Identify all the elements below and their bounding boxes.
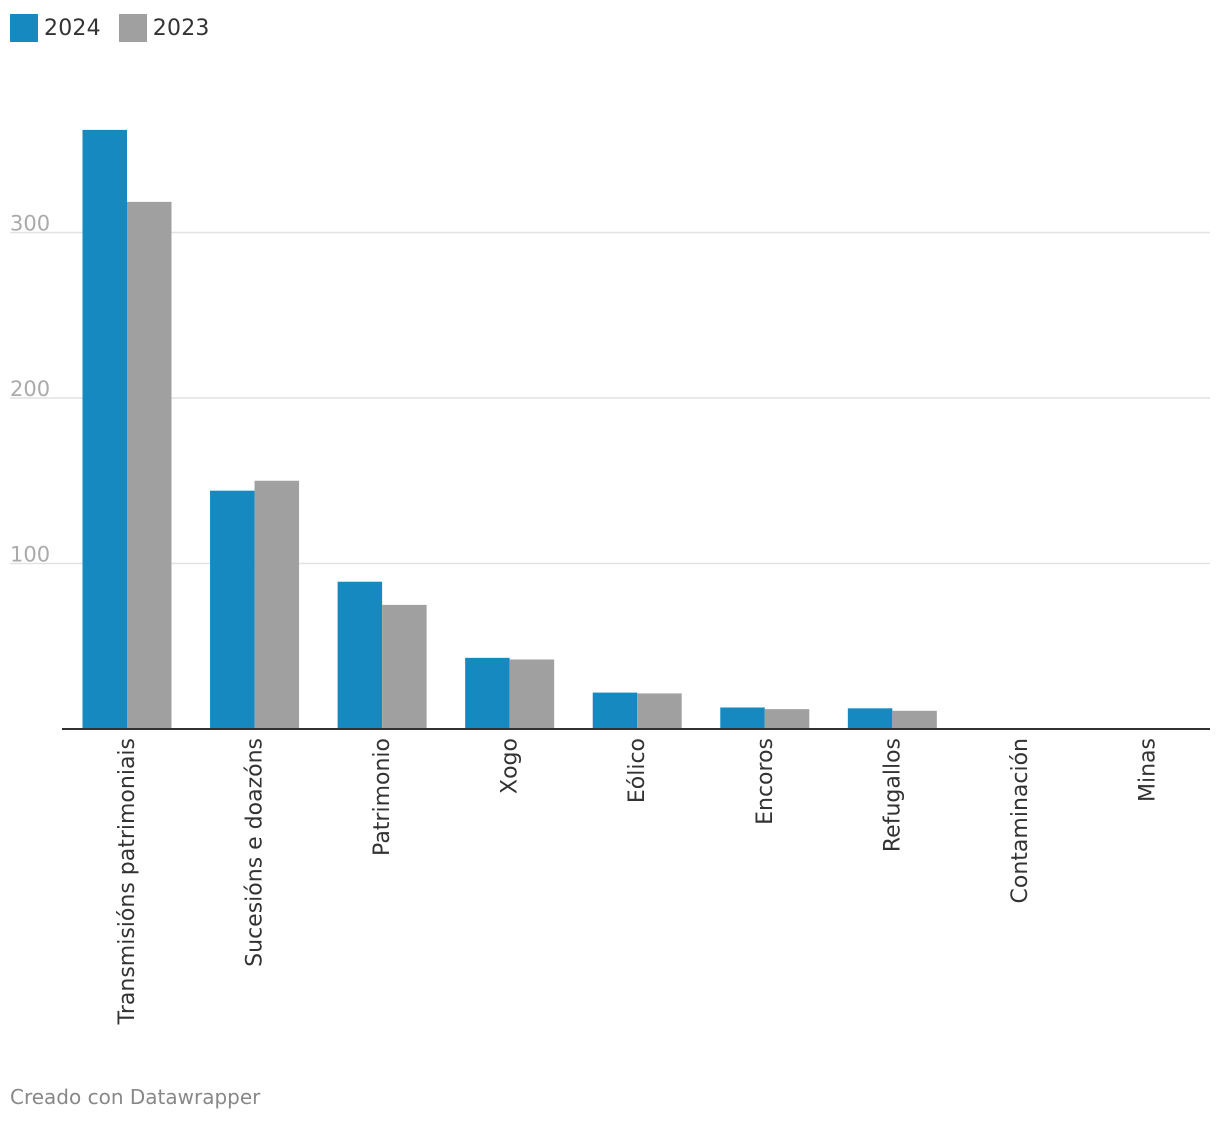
bar-2024-1 [210, 490, 255, 729]
bar-2023-6 [892, 710, 937, 729]
datawrapper-credit: Creado con Datawrapper [10, 1085, 261, 1109]
x-tick-label-1: Sucesións e doazóns [243, 738, 268, 967]
bar-2023-1 [254, 480, 300, 729]
x-tick-label-5: Encoros [753, 738, 778, 825]
bar-2024-4 [592, 692, 638, 729]
legend-label-2024: 2024 [44, 15, 101, 41]
bar-2024-5 [720, 707, 765, 729]
bar-2024-2 [337, 581, 383, 729]
bar-2024-6 [847, 708, 893, 729]
legend-item-2023: 2023 [118, 14, 210, 42]
x-tick-label-0: Transmisións patrimoniais [115, 738, 140, 1025]
x-tick-label-4: Eólico [625, 738, 650, 803]
y-tick-label-100: 100 [10, 543, 50, 567]
bar-2023-4 [637, 693, 682, 729]
legend-label-2023: 2023 [152, 15, 210, 41]
y-tick-label-300: 300 [10, 212, 50, 236]
x-tick-label-8: Minas [1135, 738, 1160, 802]
legend-swatch-2024 [10, 14, 38, 42]
bar-2023-3 [509, 659, 555, 729]
x-tick-label-7: Contaminación [1008, 738, 1033, 903]
legend-swatch-2023 [118, 14, 147, 42]
bar-2023-5 [764, 709, 810, 729]
bar-2023-0 [127, 201, 172, 729]
legend-item-2024: 2024 [10, 14, 101, 42]
bar-2023-2 [382, 604, 427, 729]
bar-2024-0 [82, 129, 127, 729]
bar-2024-3 [465, 657, 510, 729]
y-tick-label-200: 200 [10, 377, 50, 401]
x-tick-label-6: Refugallos [880, 738, 905, 852]
x-tick-label-2: Patrimonio [370, 738, 395, 856]
x-tick-label-3: Xogo [498, 738, 523, 794]
legend: 2024 2023 [10, 13, 228, 43]
